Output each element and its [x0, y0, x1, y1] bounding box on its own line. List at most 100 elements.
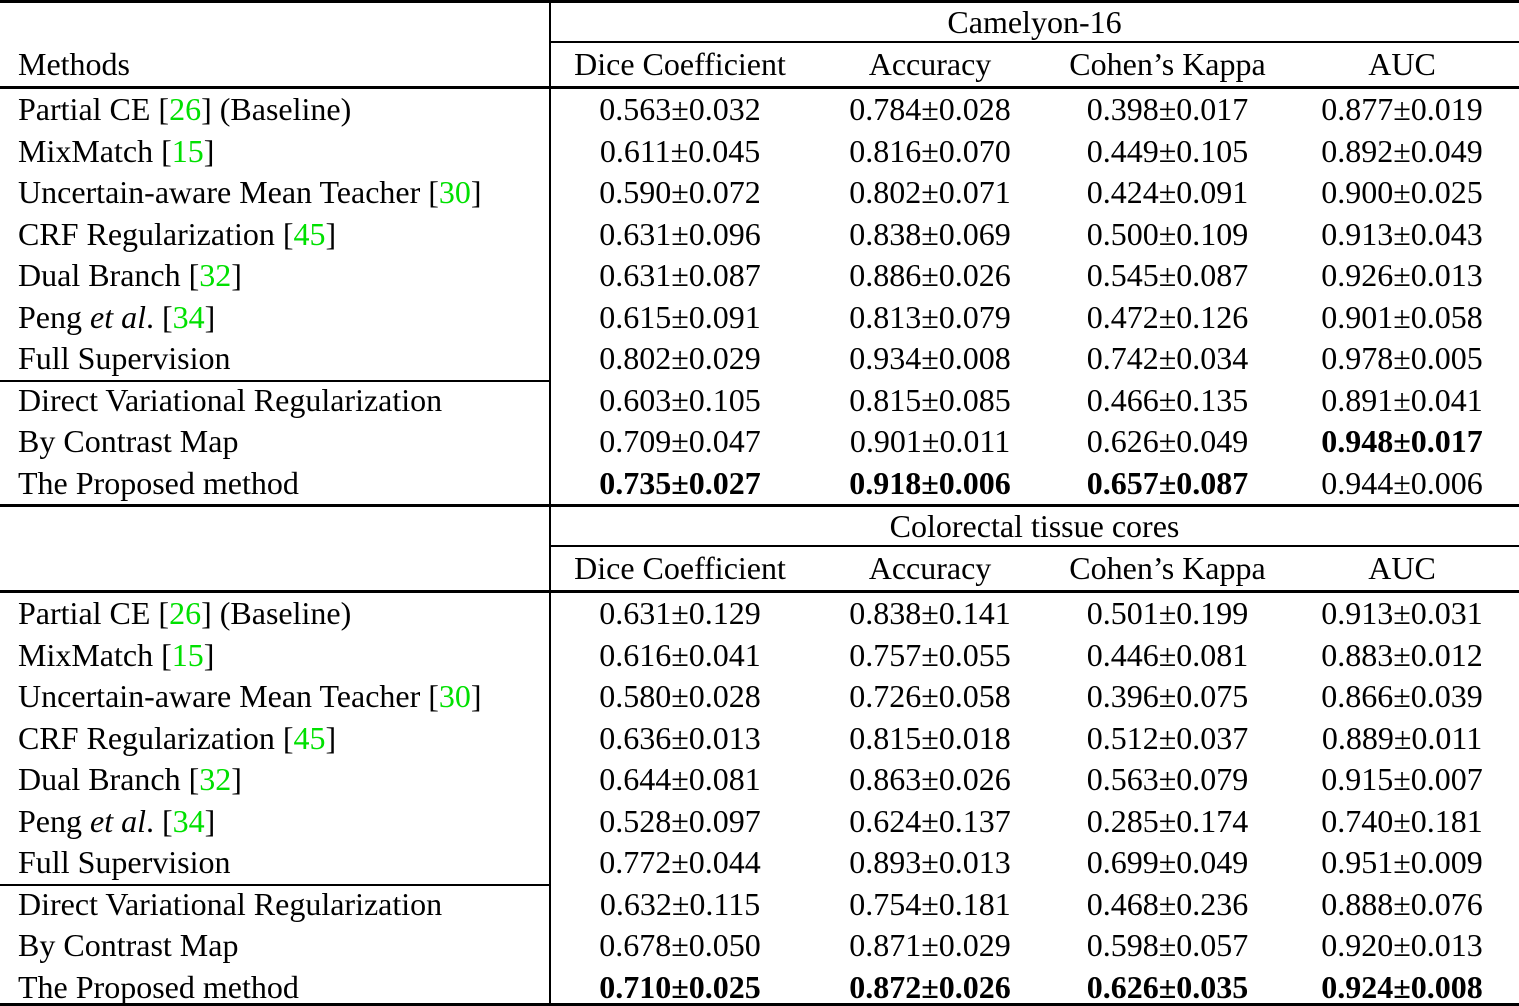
- method-text-part: Direct Variational Regularization: [18, 381, 443, 418]
- method-text-part: CRF Regularization [: [18, 215, 294, 252]
- metric-value: 0.449±0.105: [1086, 132, 1249, 169]
- method-text-part: Full Supervision: [18, 340, 231, 377]
- method-name: MixMatch [15]: [0, 637, 550, 674]
- metric-value: 0.901±0.058: [1321, 298, 1483, 335]
- column-header-kappa: Cohen’s Kappa: [1069, 550, 1266, 586]
- citation-link[interactable]: 15: [171, 636, 204, 673]
- metric-value: 0.893±0.013: [849, 844, 1011, 881]
- metric-value: 0.754±0.181: [849, 885, 1011, 922]
- method-text-part: Peng: [18, 802, 90, 839]
- method-name: MixMatch [15]: [0, 133, 550, 170]
- method-text-part: Uncertain-aware Mean Teacher [: [18, 174, 439, 211]
- method-name: Uncertain-aware Mean Teacher [30]: [0, 174, 550, 211]
- section-colorectal: Colorectal tissue cores Dice Coefficient…: [0, 504, 1519, 1005]
- dataset-header-row: Colorectal tissue cores: [0, 507, 1519, 547]
- method-name: Dual Branch [32]: [0, 257, 550, 294]
- metric-value: 0.545±0.087: [1086, 257, 1249, 294]
- metric-value: 0.886±0.026: [849, 257, 1011, 294]
- metric-value: 0.871±0.029: [849, 927, 1011, 964]
- table-row: Direct Variational Regularization 0.603±…: [0, 379, 1519, 422]
- metric-value: 0.631±0.096: [599, 215, 761, 252]
- table-row: CRF Regularization [45] 0.636±0.013 0.81…: [0, 718, 1519, 760]
- citation-link[interactable]: 30: [438, 174, 471, 211]
- metric-value: 0.632±0.115: [599, 885, 761, 922]
- method-text-part: et al: [90, 802, 146, 839]
- method-text-part: CRF Regularization [: [18, 719, 294, 756]
- method-text-part: ]: [204, 802, 216, 839]
- metric-value: 0.918±0.006: [849, 464, 1011, 501]
- metric-value: 0.815±0.018: [849, 719, 1011, 756]
- citation-link[interactable]: 26: [169, 595, 202, 632]
- citation-link[interactable]: 34: [172, 802, 205, 839]
- metric-value: 0.872±0.026: [849, 968, 1011, 1005]
- method-text-part: Uncertain-aware Mean Teacher [: [18, 678, 439, 715]
- method-name: Direct Variational Regularization: [0, 382, 550, 419]
- method-name: By Contrast Map: [0, 423, 550, 460]
- method-text-part: Direct Variational Regularization: [18, 885, 443, 922]
- column-header-kappa: Cohen’s Kappa: [1069, 46, 1266, 82]
- metric-value: 0.742±0.034: [1086, 340, 1249, 377]
- method-text-part: By Contrast Map: [18, 927, 239, 964]
- table-row: Peng et al. [34] 0.528±0.097 0.624±0.137…: [0, 801, 1519, 843]
- metric-value: 0.802±0.029: [599, 340, 761, 377]
- metric-value: 0.926±0.013: [1321, 257, 1483, 294]
- citation-link[interactable]: 26: [169, 91, 202, 128]
- table-row: CRF Regularization [45] 0.631±0.096 0.83…: [0, 214, 1519, 256]
- metric-value: 0.501±0.199: [1086, 595, 1249, 632]
- method-text-part: By Contrast Map: [18, 423, 239, 460]
- metric-value: 0.611±0.045: [599, 132, 761, 169]
- table-row: Direct Variational Regularization 0.632±…: [0, 883, 1519, 926]
- metric-value: 0.657±0.087: [1086, 464, 1249, 501]
- metric-value: 0.802±0.071: [849, 174, 1011, 211]
- metric-value: 0.615±0.091: [599, 298, 761, 335]
- method-name: CRF Regularization [45]: [0, 720, 550, 757]
- citation-link[interactable]: 32: [199, 257, 232, 294]
- citation-link[interactable]: 45: [293, 719, 326, 756]
- method-text-part: Partial CE [: [18, 595, 170, 632]
- table-row: The Proposed method 0.710±0.025 0.872±0.…: [0, 967, 1519, 1005]
- metric-value: 0.900±0.025: [1321, 174, 1483, 211]
- metric-value: 0.466±0.135: [1086, 381, 1249, 418]
- method-text-part: ]: [231, 761, 242, 798]
- metric-value: 0.838±0.141: [849, 595, 1011, 632]
- metric-value: 0.934±0.008: [849, 340, 1011, 377]
- method-name: Partial CE [26] (Baseline): [0, 91, 550, 128]
- method-name: The Proposed method: [0, 968, 550, 1005]
- citation-link[interactable]: 15: [171, 132, 204, 169]
- metric-value: 0.978±0.005: [1321, 340, 1483, 377]
- metric-value: 0.838±0.069: [849, 215, 1011, 252]
- metric-value: 0.626±0.035: [1086, 968, 1249, 1005]
- metric-value: 0.446±0.081: [1086, 636, 1249, 673]
- method-text-part: Partial CE [: [18, 91, 170, 128]
- metric-value: 0.920±0.013: [1321, 927, 1483, 964]
- citation-link[interactable]: 34: [172, 298, 205, 335]
- metric-value: 0.468±0.236: [1086, 885, 1249, 922]
- citation-link[interactable]: 30: [438, 678, 471, 715]
- metric-value: 0.644±0.081: [599, 761, 761, 798]
- citation-link[interactable]: 32: [199, 761, 232, 798]
- dataset-title-pane: Colorectal tissue cores: [550, 507, 1519, 547]
- metric-value: 0.580±0.028: [599, 678, 761, 715]
- method-name: Peng et al. [34]: [0, 803, 550, 840]
- table-row: MixMatch [15] 0.616±0.041 0.757±0.055 0.…: [0, 635, 1519, 677]
- method-text-part: . [: [145, 802, 173, 839]
- metric-value: 0.891±0.041: [1321, 381, 1483, 418]
- column-header-dice: Dice Coefficient: [574, 550, 786, 586]
- method-name: Full Supervision: [0, 844, 550, 881]
- metric-value: 0.699±0.049: [1086, 844, 1249, 881]
- method-text-part: . [: [145, 298, 173, 335]
- table-row: Dual Branch [32] 0.644±0.081 0.863±0.026…: [0, 759, 1519, 801]
- column-header-accuracy: Accuracy: [868, 550, 992, 586]
- metric-value: 0.735±0.027: [599, 464, 761, 501]
- column-header-auc: AUC: [1368, 550, 1436, 586]
- method-name: Uncertain-aware Mean Teacher [30]: [0, 678, 550, 715]
- method-text-part: ]: [325, 719, 337, 756]
- method-text-part: Dual Branch [: [18, 761, 200, 798]
- metric-value: 0.883±0.012: [1321, 636, 1483, 673]
- metric-value: 0.616±0.041: [599, 636, 761, 673]
- metric-value: 0.757±0.055: [849, 636, 1011, 673]
- metric-value: 0.528±0.097: [599, 802, 761, 839]
- table-row: Full Supervision 0.772±0.044 0.893±0.013…: [0, 842, 1519, 884]
- citation-link[interactable]: 45: [293, 215, 326, 252]
- method-text-part: The Proposed method: [18, 968, 299, 1005]
